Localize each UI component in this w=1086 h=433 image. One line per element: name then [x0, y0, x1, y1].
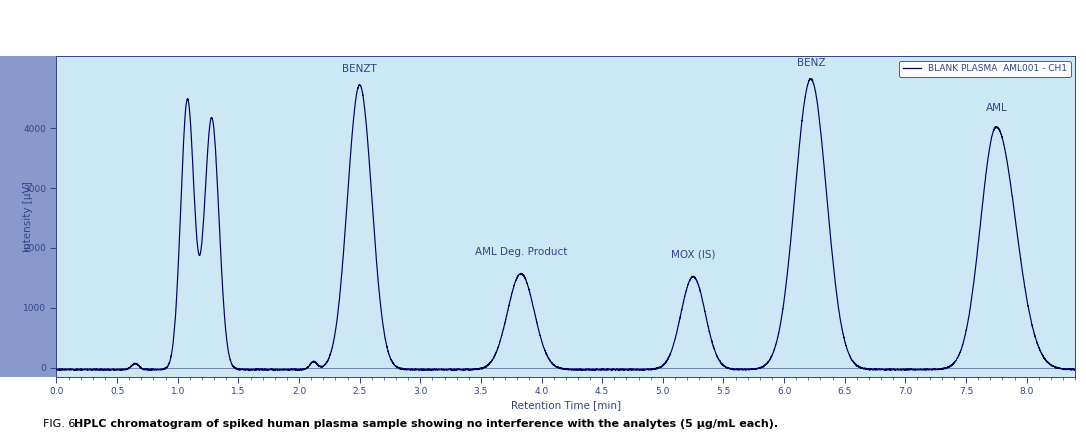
Text: AML Deg. Product: AML Deg. Product: [475, 247, 567, 257]
Legend: BLANK PLASMA  AML001 - CH1: BLANK PLASMA AML001 - CH1: [899, 61, 1071, 77]
Text: FIG. 6.: FIG. 6.: [43, 419, 83, 429]
Text: BENZT: BENZT: [342, 64, 377, 74]
Text: MOX (IS): MOX (IS): [671, 250, 716, 260]
Text: Intensity [µV]: Intensity [µV]: [23, 181, 34, 252]
X-axis label: Retention Time [min]: Retention Time [min]: [510, 400, 621, 410]
Text: AML: AML: [985, 103, 1007, 113]
Text: BENZ: BENZ: [796, 58, 825, 68]
Text: HPLC chromatogram of spiked human plasma sample showing no interference with the: HPLC chromatogram of spiked human plasma…: [74, 419, 778, 429]
